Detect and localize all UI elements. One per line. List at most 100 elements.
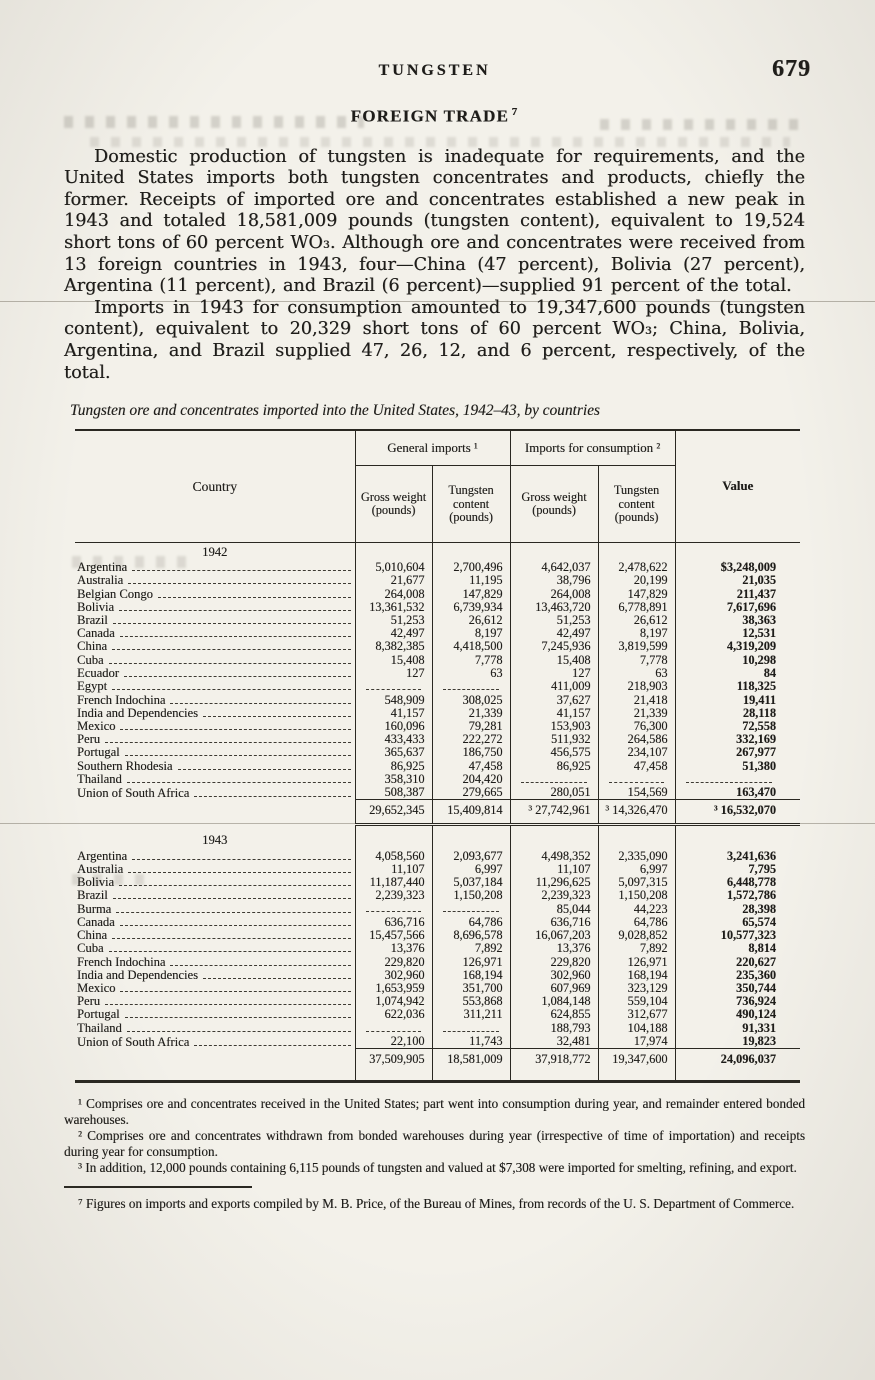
dotted-leader — [203, 715, 351, 717]
table-row: 1943 — [75, 831, 801, 850]
table-header: Country General imports ¹ Imports for co… — [75, 430, 801, 544]
value-cell: 42,497 — [354, 627, 432, 641]
value-cell: 72,558 — [674, 719, 801, 734]
table-row: Cuba 13,376 7,892 13,376 7,892 8,814 — [75, 942, 801, 956]
value-cell: 38,363 — [674, 613, 801, 628]
country-name: Union of South Africa — [77, 785, 190, 800]
value-cell: 7,617,696 — [674, 600, 801, 614]
country-cell: French Indochina — [75, 693, 355, 707]
total-cell: 29,652,345 — [354, 799, 432, 826]
table-row: Union of South Africa 22,100 11,743 32,481 1… — [75, 1035, 801, 1049]
value-cell: 153,903 — [509, 719, 598, 734]
value-cell: 118,325 — [674, 680, 801, 694]
country-name: Brazil — [77, 613, 108, 627]
country-name: Mexico — [77, 718, 116, 733]
table-row: Ecuador 127 63 127 63 84 — [75, 665, 801, 681]
table-caption: Tungsten ore and concentrates imported i… — [70, 402, 600, 420]
value-cell: 10,298 — [674, 653, 801, 667]
header-gross-weight-general: Gross weight (pounds) — [354, 465, 432, 544]
country-cell: China — [75, 640, 355, 653]
value-cell: 15,408 — [509, 653, 598, 667]
value-cell: 1,084,148 — [509, 994, 598, 1009]
value-cell: 38,796 — [509, 574, 598, 588]
country-name: Ecuador — [77, 665, 119, 680]
dotted-leader — [132, 570, 351, 572]
value-cell: 622,036 — [354, 1008, 432, 1022]
value-cell: 147,829 — [431, 587, 510, 601]
country-name: Argentina — [77, 560, 128, 575]
value-cell: 85,044 — [509, 902, 598, 916]
value-cell: 234,107 — [597, 746, 676, 760]
value-cell: 41,157 — [354, 706, 432, 720]
value-cell: 47,458 — [597, 759, 676, 773]
dotted-leader — [112, 898, 351, 900]
table-row — [75, 824, 801, 832]
table-cell — [354, 1071, 432, 1082]
value-cell: 7,778 — [431, 653, 510, 667]
table-row: Australia 21,677 11,195 38,796 20,199 21,035 — [75, 574, 801, 588]
value-cell — [597, 772, 676, 787]
value-cell: 10,577,323 — [674, 928, 801, 943]
table-cell — [431, 1071, 510, 1082]
dotted-leader — [157, 596, 351, 598]
table-row: India and Dependencies 302,960 168,194 302,… — [75, 967, 801, 982]
value-cell: 218,903 — [597, 680, 676, 694]
value-cell: 311,211 — [431, 1008, 510, 1022]
value-cell: 19,823 — [674, 1035, 801, 1049]
country-name: Canada — [77, 626, 115, 641]
dotted-leader — [124, 755, 351, 757]
country-name: India and Dependencies — [77, 967, 198, 982]
value-cell — [354, 680, 432, 694]
value-cell: 607,969 — [509, 981, 598, 996]
value-cell: 2,700,496 — [431, 560, 510, 575]
table-row: Egypt 411,009 218,903 118,325 — [75, 680, 801, 694]
country-name: Belgian Congo — [77, 586, 153, 601]
dotted-leader — [119, 609, 351, 611]
running-head: TUNGSTEN 679 — [64, 0, 810, 82]
header-tungsten-content-consumption: Tungsten content (pounds) — [597, 465, 676, 544]
value-cell: 21,035 — [674, 574, 801, 588]
country-cell: Bolivia — [75, 600, 355, 614]
table-row: Brazil 51,253 26,612 51,253 26,612 38,363 — [75, 613, 801, 628]
footnote-3: ³ In addition, 12,000 pounds containing … — [78, 1160, 797, 1176]
table-row: Peru 1,074,942 553,868 1,084,148 559,104 736,… — [75, 994, 801, 1009]
value-cell: 12,531 — [674, 627, 801, 641]
value-cell: 21,418 — [597, 693, 676, 707]
dotted-leader — [126, 782, 351, 784]
empty-cell-dashes — [365, 680, 421, 691]
table-cell — [597, 542, 676, 562]
value-cell: 1,074,942 — [354, 994, 432, 1009]
dotted-leader — [108, 662, 351, 664]
country-cell: Cuba — [75, 942, 355, 955]
value-cell: 42,497 — [509, 627, 598, 641]
value-cell: 127 — [354, 666, 432, 681]
value-cell: 559,104 — [597, 994, 676, 1009]
value-cell: 11,107 — [509, 862, 598, 877]
empty-cell-dashes — [365, 1022, 421, 1032]
country-cell: China — [75, 928, 355, 942]
value-cell: 11,187,440 — [354, 875, 432, 890]
table-row: French Indochina 229,820 126,971 229,820 126… — [75, 954, 801, 969]
country-cell: Portugal — [75, 1008, 355, 1021]
value-cell: 17,974 — [597, 1035, 676, 1049]
value-cell: 5,097,315 — [597, 875, 676, 890]
section-footnote-marker: 7 — [511, 106, 519, 118]
country-cell: Australia — [75, 862, 355, 876]
dotted-leader — [105, 742, 351, 744]
value-cell: 188,793 — [509, 1022, 598, 1036]
value-cell: 358,310 — [354, 773, 432, 787]
country-cell: Australia — [75, 574, 355, 587]
table-cell — [597, 824, 676, 832]
year-label: 1942 — [202, 544, 228, 559]
value-cell: 456,575 — [509, 746, 598, 760]
value-cell: 6,997 — [431, 862, 510, 877]
value-cell: 86,925 — [509, 759, 598, 773]
table-cell — [75, 1071, 355, 1082]
empty-cell-dashes — [442, 1022, 499, 1032]
table-row: Bolivia 11,187,440 5,037,184 11,296,625 5,09… — [75, 875, 801, 890]
paragraph-2: Imports in 1943 for consumption amounted… — [64, 297, 805, 383]
table-row: Mexico 160,096 79,281 153,903 76,300 72,558 — [75, 718, 801, 734]
country-name: China — [77, 639, 108, 654]
country-name: French Indochina — [77, 954, 166, 969]
value-cell: 302,960 — [509, 968, 598, 982]
